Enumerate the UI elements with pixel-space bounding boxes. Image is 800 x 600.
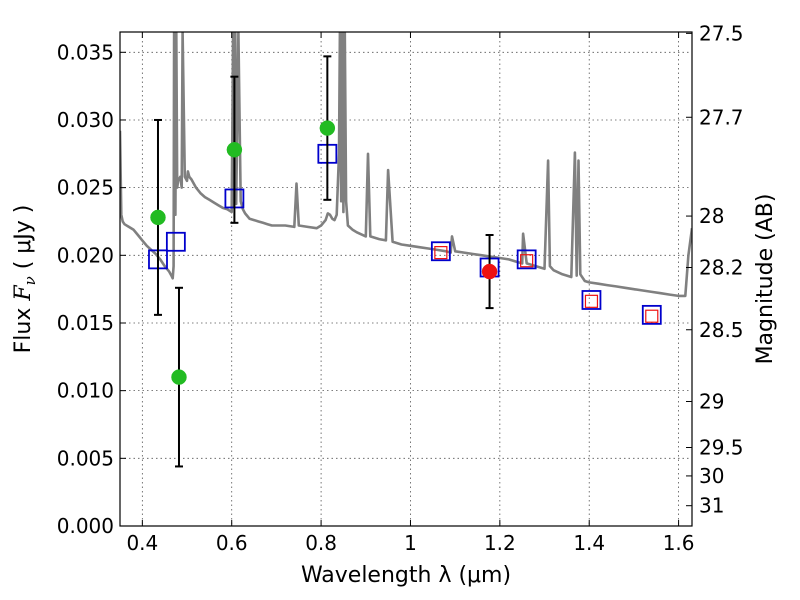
y-axis-label: Flux Fν ( μJy ) <box>11 205 39 354</box>
spectrum-layer <box>120 32 692 298</box>
y-tick-label: 0.035 <box>57 40 114 64</box>
y-axis-label-prefix: Flux <box>11 301 36 354</box>
y-tick-label: 0.010 <box>57 379 114 403</box>
x-tick-label: 0.4 <box>126 531 158 555</box>
x-tick-label: 1.6 <box>663 531 695 555</box>
y-axis-label-suffix: ( μJy ) <box>11 205 36 277</box>
model-point-blue-square <box>516 249 537 270</box>
model-point-red-square <box>434 246 448 260</box>
grid <box>120 32 692 527</box>
right-tick-label: 27.5 <box>699 21 744 45</box>
right-tick-label: 28.2 <box>699 255 744 279</box>
model-point-red-square <box>584 294 599 308</box>
model-point-red-square <box>645 309 659 323</box>
y-axis-label-subscript: ν <box>21 276 39 285</box>
model-point-blue-square <box>641 304 662 325</box>
x-tick-label: 0.8 <box>305 531 337 555</box>
x-tick-label: 0.6 <box>216 531 248 555</box>
right-tick-label: 30 <box>699 464 724 488</box>
y-tick-label: 0.015 <box>57 311 114 335</box>
model-point-red-square <box>520 254 534 268</box>
x-tick-label: 1.2 <box>484 531 516 555</box>
x-axis-label: Wavelength λ (μm) <box>301 563 511 588</box>
observed-point-green <box>226 141 243 158</box>
model-point-blue-square <box>430 241 451 262</box>
ticks-layer: 0.4 0.6 0.8 1 1.2 1.4 1.6 0.000 0.005 0.010 0.015 0… <box>57 21 744 555</box>
y-axis-label-symbol: F <box>11 285 36 302</box>
right-axis-label: Magnitude (AB) <box>753 194 778 365</box>
observed-point-green <box>150 209 166 226</box>
plot-frame <box>119 31 693 527</box>
model-point-blue-square <box>581 290 602 310</box>
model-spectrum-line <box>120 32 692 298</box>
observed-point-green <box>171 369 187 385</box>
y-tick-label: 0.020 <box>57 243 114 267</box>
right-tick-label: 27.7 <box>699 105 744 129</box>
right-tick-label: 29 <box>699 389 724 413</box>
observed-point-green <box>319 120 336 136</box>
right-tick-label: 29.5 <box>699 436 744 460</box>
x-tick-label: 1.4 <box>573 531 605 555</box>
model-point-blue-square <box>165 231 186 252</box>
marks-layer <box>148 55 662 468</box>
x-tick-label: 1 <box>404 531 417 555</box>
right-tick-label: 28.5 <box>699 318 744 342</box>
y-tick-label: 0.025 <box>57 176 114 200</box>
y-tick-label: 0.030 <box>57 108 114 132</box>
right-tick-label: 31 <box>699 494 724 518</box>
observed-point-red <box>481 263 498 280</box>
y-tick-label: 0.000 <box>57 514 114 538</box>
y-tick-label: 0.005 <box>57 446 114 470</box>
right-tick-label: 28 <box>699 204 724 228</box>
